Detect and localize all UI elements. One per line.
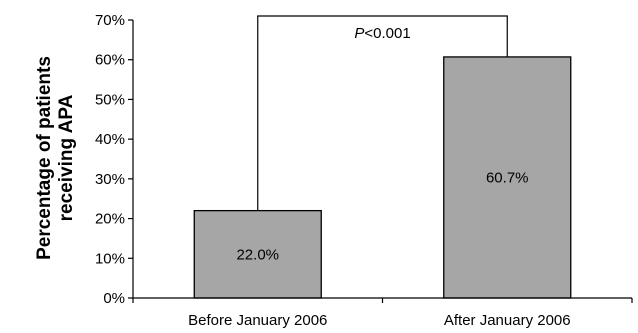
y-tick-label: 0% (103, 290, 125, 307)
significance-bracket: P<0.001 (257, 15, 508, 211)
axes (132, 20, 633, 303)
bar-data-label: 22.0% (236, 246, 279, 263)
y-tick-label: 50% (95, 91, 125, 108)
y-axis-ticks: 0% 10% 20% 30% 40% 50% 60% 70% (95, 12, 133, 307)
y-tick-label: 60% (95, 52, 125, 69)
bar (193, 209, 322, 299)
x-axis-categories: Before January 2006 After January 2006 (188, 312, 571, 329)
y-tick-label: 10% (95, 250, 125, 267)
y-tick-label: 40% (95, 131, 125, 148)
y-tick-label: 30% (95, 171, 125, 188)
x-category-label: After January 2006 (444, 312, 571, 329)
y-axis-label-line-1: Percentage of patients (34, 56, 55, 260)
x-category-label: Before January 2006 (188, 312, 327, 329)
p-value-label: P<0.001 (354, 25, 410, 42)
y-tick-label: 20% (95, 211, 125, 228)
bar (443, 56, 572, 299)
y-axis-label: Percentage of patients receiving APA (34, 56, 77, 260)
bars: 22.0% 60.7% (193, 56, 572, 299)
y-tick-label: 70% (95, 12, 125, 29)
y-axis-label-line-2: receiving APA (56, 94, 77, 221)
bar-data-label: 60.7% (486, 169, 529, 186)
significance-bracket-line (257, 15, 508, 211)
